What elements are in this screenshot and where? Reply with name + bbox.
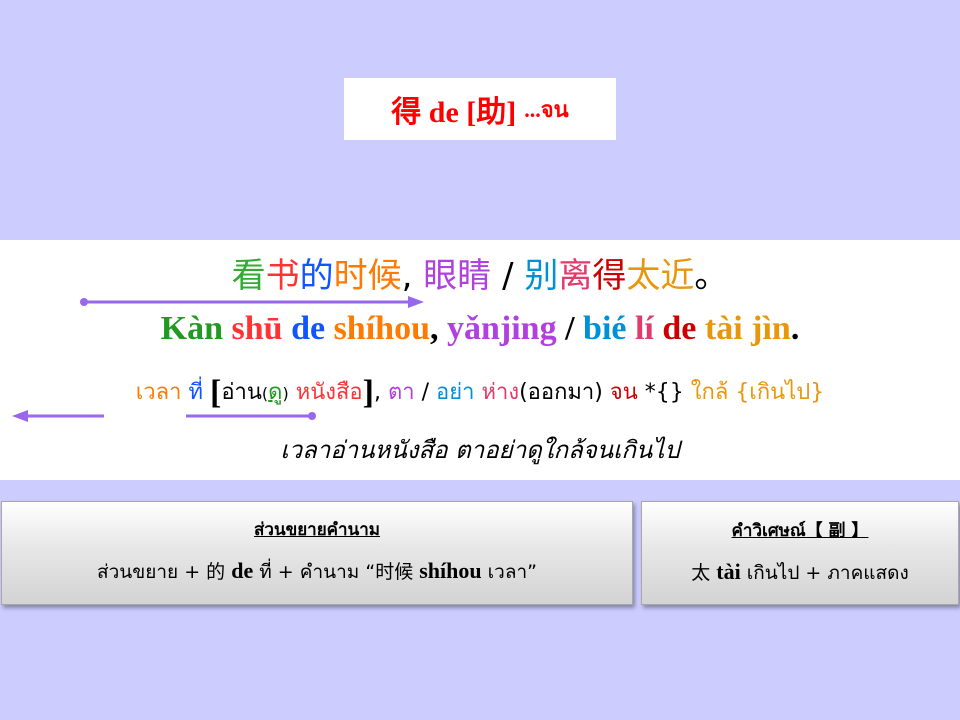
forward-arrow — [80, 296, 424, 308]
thai-segment: ( — [261, 384, 269, 403]
body-pinyin: shíhou — [419, 558, 482, 583]
thai-segment: ห่าง — [481, 380, 520, 405]
hanzi-segment: 得 — [592, 256, 627, 296]
thai-segment: ใกล้ — [690, 380, 736, 405]
hanzi-segment: 的 — [299, 256, 334, 296]
thai-segment: ตา — [387, 380, 422, 405]
hanzi-segment: 离 — [558, 256, 593, 296]
hanzi-sentence: 看书的时候, 眼睛 / 别离得太近。 — [0, 248, 960, 297]
hanzi-segment: / — [491, 256, 525, 296]
body-text: เกินไป + ภาคแสดง — [740, 562, 909, 584]
info-box-title: คำวิเศษณ์【 副 】 — [731, 521, 869, 541]
title-box: 得 de [助] ...จน — [344, 78, 616, 140]
thai-segment: [ — [209, 374, 222, 411]
thai-segment: ที่ — [188, 380, 210, 405]
pinyin-segment: lí — [634, 310, 663, 347]
sentence-panel: 看书的时候, 眼睛 / 别离得太近。 Kàn shū de shíhou, yǎ… — [0, 240, 960, 480]
hanzi-segment: 睛 — [457, 256, 492, 296]
info-box-body: 太 tài เกินไป + ภาคแสดง — [642, 558, 958, 588]
hanzi-segment: , — [401, 256, 424, 296]
pinyin-segment: , — [429, 310, 447, 347]
pinyin-segment: de — [662, 310, 705, 347]
pinyin-segment: / — [556, 310, 584, 347]
hanzi-segment: 近 — [660, 256, 695, 296]
hanzi-segment: 书 — [265, 256, 300, 296]
pinyin-sentence: Kàn shū de shíhou, yǎnjing / bié lí de t… — [0, 310, 960, 348]
hanzi-segment: 看 — [231, 256, 266, 296]
hanzi-segment: 时 — [333, 256, 368, 296]
thai-segment: , — [373, 380, 388, 405]
thai-segment: เวลา — [135, 380, 189, 405]
thai-segment: จน — [609, 380, 638, 405]
thai-segment: / — [421, 380, 437, 405]
backward-arrow-right — [186, 412, 316, 420]
hanzi-segment: 候 — [367, 256, 402, 296]
pinyin-segment: shíhou — [333, 310, 430, 347]
thai-segment: ดู — [268, 380, 283, 405]
hanzi-segment: 眼 — [423, 256, 458, 296]
thai-translation: เวลา ที่ [อ่าน(ดู) หนังสือ], ตา / อย่า ห… — [0, 374, 960, 412]
thai-segment: (ออกมา) — [519, 380, 610, 405]
title-main: 得 de [助] — [391, 96, 517, 129]
title-suffix: ...จน — [524, 96, 569, 122]
thai-segment: หนังสือ — [288, 380, 363, 405]
backward-arrow-left — [12, 410, 104, 422]
pinyin-segment: Kàn — [160, 310, 232, 347]
thai-segment: {เกินไป} — [735, 380, 825, 405]
info-box-noun-modifier: ส่วนขยายคำนาม ส่วนขยาย + 的 de ที่ + คำนา… — [1, 501, 633, 605]
thai-meaning: เวลาอ่านหนังสือ ตาอย่าดูใกล้จนเกินไป — [280, 436, 680, 464]
pinyin-segment: yǎnjing — [446, 310, 557, 347]
thai-segment: ) — [282, 384, 289, 403]
pinyin-segment: shū — [231, 310, 292, 347]
hanzi-segment: 别 — [524, 256, 559, 296]
info-box-adverb: คำวิเศษณ์【 副 】 太 tài เกินไป + ภาคแสดง — [641, 501, 959, 605]
info-box-body: ส่วนขยาย + 的 de ที่ + คำนาม “时候 shíhou เ… — [2, 557, 632, 587]
body-pinyin: tài — [716, 559, 741, 584]
thai-segment: อ่าน — [221, 380, 262, 405]
body-text: ที่ + คำนาม “时候 — [253, 561, 420, 583]
pinyin-segment: bié — [583, 310, 635, 347]
hanzi-segment: 。 — [694, 256, 729, 296]
info-box-title: ส่วนขยายคำนาม — [254, 520, 380, 540]
body-text: ส่วนขยาย + 的 — [96, 561, 232, 583]
thai-segment: อย่า — [436, 380, 482, 405]
body-pinyin: de — [231, 558, 254, 583]
body-text: 太 — [691, 562, 717, 584]
hanzi-segment: 太 — [626, 256, 661, 296]
body-text: เวลา” — [481, 561, 537, 583]
pinyin-segment: tài jìn — [704, 310, 791, 347]
pinyin-segment: . — [790, 310, 800, 347]
thai-segment: *{} — [637, 380, 691, 405]
pinyin-segment: de — [291, 310, 334, 347]
thai-segment: ] — [362, 374, 374, 411]
